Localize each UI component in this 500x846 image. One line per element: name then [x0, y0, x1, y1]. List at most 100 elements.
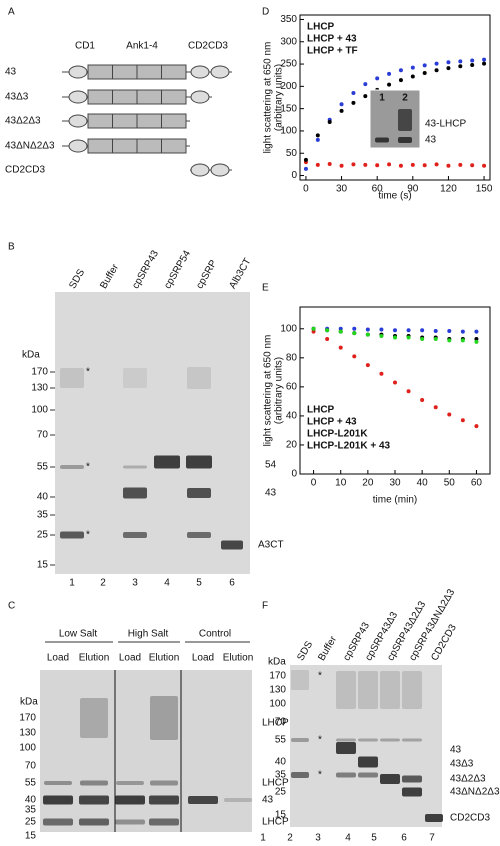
marker-label: 55 — [25, 778, 37, 789]
y-tick-label: 100 — [280, 126, 297, 137]
lane-number: 4 — [164, 578, 170, 589]
y-tick-label: 200 — [280, 81, 297, 92]
data-point — [352, 326, 357, 331]
data-point — [363, 82, 368, 87]
plot-frame — [299, 14, 491, 181]
gel-band — [398, 109, 412, 131]
data-point — [393, 335, 397, 340]
marker-label: 40 — [37, 492, 49, 503]
gel — [55, 292, 250, 574]
gel-band — [187, 532, 211, 538]
data-point — [387, 82, 392, 87]
marker-label: 170 — [19, 713, 36, 724]
construct-label: CD2CD3 — [5, 165, 45, 176]
marker-label: 40 — [275, 757, 287, 768]
legend-entry: LHCP-L201K — [307, 429, 368, 440]
data-point — [458, 59, 463, 64]
kda-label: kDa — [22, 350, 40, 361]
marker-label: 35 — [25, 805, 37, 816]
asterisk: * — [318, 671, 322, 682]
ankyrin-repeat — [112, 64, 138, 80]
marker-label: 25 — [37, 530, 49, 541]
lane-label: Elution — [149, 653, 180, 664]
y-tick-label: 20 — [286, 440, 298, 451]
lane-label: Alb3CT — [227, 256, 253, 290]
data-point — [327, 161, 332, 166]
gel-band — [150, 780, 178, 786]
ankyrin-repeat — [112, 89, 138, 105]
gel-band — [123, 368, 147, 388]
data-point — [446, 60, 451, 65]
lane-number: 7 — [429, 833, 435, 844]
gel-band — [43, 818, 73, 826]
band-label: LHCP — [262, 718, 289, 729]
marker-label: 25 — [25, 817, 37, 828]
gel-band — [402, 738, 422, 742]
data-point — [406, 335, 411, 340]
x-tick-label: 60 — [471, 478, 483, 489]
asterisk: * — [318, 735, 322, 746]
y-tick-label: 150 — [280, 103, 297, 114]
lane-label: cpSRP43 — [130, 248, 161, 290]
gel-band — [291, 772, 309, 778]
data-point — [420, 328, 425, 333]
gel-band — [115, 795, 145, 805]
data-point — [460, 418, 465, 423]
gel-band — [425, 814, 443, 822]
column-label: CD1 — [75, 41, 95, 52]
group-label: Control — [199, 629, 231, 640]
y-axis-label: (arbitrary units) — [274, 64, 285, 131]
x-tick-label: 40 — [417, 478, 429, 489]
ankyrin-repeat — [87, 138, 113, 154]
data-point — [410, 74, 415, 79]
gel-band — [60, 368, 84, 388]
x-tick-label: 150 — [476, 184, 493, 195]
gel-band — [336, 772, 356, 778]
marker-label: 130 — [31, 383, 48, 394]
data-point — [339, 108, 344, 113]
gel-band — [380, 738, 400, 742]
data-point — [311, 329, 316, 334]
lane-number: 2 — [287, 833, 293, 844]
data-point — [474, 336, 479, 341]
data-point — [458, 162, 463, 167]
data-point — [327, 120, 332, 125]
data-point — [398, 78, 403, 83]
marker-label: 170 — [269, 671, 286, 682]
lane-label: Elution — [79, 653, 110, 664]
marker-label: 35 — [275, 770, 287, 781]
data-point — [482, 163, 487, 168]
gel-band — [402, 775, 422, 783]
asterisk: * — [318, 770, 322, 781]
gel — [40, 670, 252, 832]
data-point — [422, 70, 427, 75]
domain-cd1 — [68, 139, 88, 153]
marker-label: 15 — [37, 560, 49, 571]
inset-lane: 1 — [379, 93, 385, 104]
data-point — [325, 328, 330, 333]
x-tick-label: 30 — [336, 184, 348, 195]
inset-label: 43 — [425, 135, 437, 146]
lane-label: cpSRP — [194, 258, 219, 291]
gel-band — [116, 781, 144, 785]
lane-label: Load — [119, 653, 141, 664]
data-point — [315, 137, 320, 142]
marker-label: 55 — [275, 735, 287, 746]
legend-entry: LHCP + 43 — [307, 34, 357, 45]
x-tick-label: 120 — [440, 184, 457, 195]
gel-band — [123, 532, 147, 538]
data-point — [352, 331, 357, 336]
data-point — [393, 380, 397, 385]
gel-band — [60, 531, 84, 539]
gel-band — [187, 488, 211, 498]
kda-label: kDa — [20, 697, 38, 708]
x-tick-label: 10 — [335, 478, 347, 489]
band-label: CD2CD3 — [450, 813, 490, 824]
data-point — [338, 329, 343, 334]
gel-band — [291, 738, 309, 742]
legend-entry: LHCP + TF — [307, 46, 358, 57]
x-tick-label: 50 — [444, 478, 456, 489]
gel-band — [123, 465, 147, 469]
data-point — [379, 327, 384, 332]
marker-label: 130 — [19, 728, 36, 739]
